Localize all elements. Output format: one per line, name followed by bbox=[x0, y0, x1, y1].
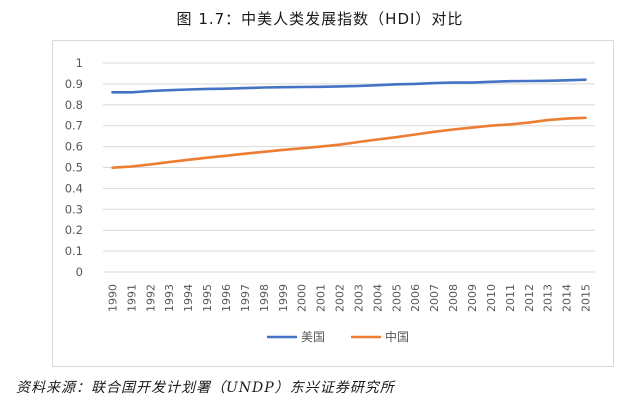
x-tick-label: 2011 bbox=[504, 284, 517, 312]
y-tick-label: 1 bbox=[76, 56, 83, 70]
x-tick-label: 2012 bbox=[523, 284, 536, 312]
x-tick-label: 2010 bbox=[485, 284, 498, 312]
y-tick-label: 0.3 bbox=[65, 202, 83, 216]
x-tick-label: 1996 bbox=[220, 284, 233, 312]
x-tick-label: 2000 bbox=[296, 284, 309, 312]
x-tick-label: 2003 bbox=[352, 284, 365, 312]
x-tick-label: 2005 bbox=[390, 284, 403, 312]
x-tick-label: 2004 bbox=[371, 284, 384, 312]
x-tick-label: 1999 bbox=[277, 284, 290, 312]
x-tick-label: 2013 bbox=[542, 284, 555, 312]
x-tick-label: 2008 bbox=[447, 284, 460, 312]
y-tick-label: 0.7 bbox=[65, 119, 83, 133]
y-tick-label: 0.5 bbox=[65, 161, 83, 175]
y-tick-label: 0.6 bbox=[65, 140, 83, 154]
x-tick-label: 1995 bbox=[201, 284, 214, 312]
series-line-usa bbox=[111, 78, 587, 94]
hdi-line-chart: 0 0.1 0.2 0.3 0.4 0.5 0.6 0.7 0.8 0.9 1 1990 1991 199… bbox=[65, 56, 595, 344]
x-tick-label: 2015 bbox=[580, 284, 593, 312]
x-tick-label: 1997 bbox=[239, 284, 252, 312]
y-tick-label: 0.1 bbox=[65, 244, 83, 258]
y-tick-label: 0.4 bbox=[65, 181, 83, 195]
y-tick-label: 0.8 bbox=[65, 98, 83, 112]
x-tick-label: 2001 bbox=[315, 284, 328, 312]
y-tick-label: 0.2 bbox=[65, 223, 83, 237]
x-tick-label: 1992 bbox=[144, 284, 157, 312]
source-note: 资料来源：联合国开发计划署（UNDP）东兴证券研究所 bbox=[16, 380, 395, 396]
chart-container: 0 0.1 0.2 0.3 0.4 0.5 0.6 0.7 0.8 0.9 1 1990 1991 199… bbox=[52, 40, 614, 367]
x-tick-label: 2014 bbox=[561, 284, 574, 312]
x-tick-label: 1991 bbox=[125, 284, 138, 312]
x-tick-label: 2007 bbox=[428, 284, 441, 312]
legend-label-usa: 美国 bbox=[301, 330, 325, 344]
legend-label-china: 中国 bbox=[385, 329, 409, 344]
y-tick-label: 0 bbox=[76, 265, 83, 279]
x-tick-label: 2009 bbox=[466, 284, 479, 312]
x-tick-label: 2002 bbox=[334, 284, 347, 312]
y-tick-label: 0.9 bbox=[65, 77, 83, 91]
x-tick-label: 1993 bbox=[163, 284, 176, 312]
x-tick-label: 1998 bbox=[258, 284, 271, 312]
x-tick-label: 1994 bbox=[182, 284, 195, 312]
x-tick-label: 1990 bbox=[106, 284, 119, 312]
series-line-china bbox=[111, 116, 587, 169]
x-tick-label: 2006 bbox=[409, 284, 422, 312]
figure-title: 图 1.7：中美人类发展指数（HDI）对比 bbox=[176, 10, 464, 28]
